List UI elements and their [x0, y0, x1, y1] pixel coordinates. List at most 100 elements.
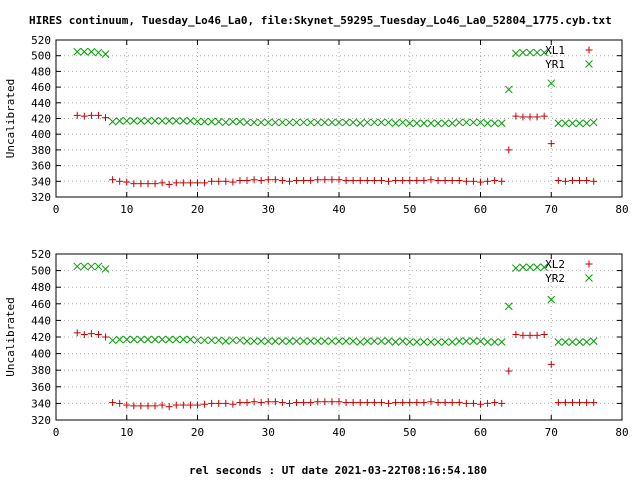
- legend-label: YR2: [545, 272, 565, 285]
- data-point-b: [80, 262, 89, 271]
- data-point: [377, 177, 385, 185]
- data-point: [313, 118, 322, 127]
- data-point: [208, 177, 216, 185]
- data-point: [540, 48, 549, 57]
- data-point: [370, 177, 378, 185]
- data-point-b: [108, 336, 117, 345]
- data-point: [137, 335, 145, 344]
- data-point-b: [151, 335, 159, 344]
- data-point: [94, 48, 103, 57]
- data-point: [250, 118, 258, 127]
- data-point: [122, 335, 131, 344]
- y-tick-label: 340: [31, 397, 51, 410]
- data-point: [462, 177, 470, 185]
- x-tick-label: 20: [191, 426, 204, 439]
- lower-panel: 0 10 20 30 40 50 60 70 80 320 340 360 380 400 420 440 46…: [4, 248, 629, 439]
- data-point: [307, 177, 315, 185]
- data-point-b: [264, 337, 273, 346]
- data-point: [101, 50, 110, 58]
- data-point: [158, 335, 166, 344]
- data-point: [441, 119, 449, 128]
- data-point-b: [94, 262, 103, 271]
- data-point-b: [540, 48, 549, 57]
- data-point: [554, 338, 563, 346]
- data-point-b: [144, 335, 152, 344]
- data-point: [575, 119, 584, 128]
- data-point: [384, 118, 393, 127]
- data-point: [540, 331, 548, 339]
- y-tick-label: 420: [31, 331, 51, 344]
- data-point: [122, 117, 131, 125]
- data-point: [264, 176, 272, 184]
- data-point: [582, 119, 591, 128]
- data-point: [300, 399, 308, 407]
- data-point: [476, 118, 485, 127]
- data-point: [356, 399, 364, 407]
- data-point: [377, 337, 386, 346]
- data-point: [165, 335, 174, 344]
- data-point: [349, 337, 358, 346]
- data-point-b: [165, 117, 174, 125]
- y-tick-label: 500: [31, 265, 51, 278]
- data-point: [370, 337, 379, 346]
- data-point: [271, 176, 279, 184]
- data-point: [505, 367, 513, 375]
- data-point: [497, 338, 506, 346]
- data-point: [441, 399, 449, 407]
- data-point-b: [377, 337, 386, 346]
- y-tick-label: 360: [31, 160, 51, 173]
- x-tick-label: 50: [403, 426, 416, 439]
- data-point: [257, 177, 265, 185]
- data-point: [186, 401, 194, 409]
- data-point: [243, 177, 251, 185]
- data-point-b: [547, 295, 556, 304]
- data-point-b: [221, 337, 230, 346]
- data-point: [576, 177, 584, 185]
- data-point-b: [356, 119, 365, 128]
- data-point: [264, 118, 273, 127]
- y-tick-label: 520: [31, 34, 51, 47]
- x-tick-label: 40: [332, 203, 345, 216]
- data-point: [320, 337, 329, 346]
- y-tick-label: 440: [31, 314, 51, 327]
- y-tick-label: 400: [31, 348, 51, 361]
- data-point-b: [512, 264, 520, 272]
- data-point: [80, 47, 89, 56]
- data-point: [80, 331, 88, 339]
- data-point: [405, 119, 414, 128]
- data-point: [484, 177, 492, 185]
- y-tick-label: 500: [31, 50, 51, 63]
- data-point: [158, 117, 166, 125]
- data-point: [300, 177, 308, 185]
- data-point-b: [278, 118, 287, 127]
- data-point: [229, 178, 237, 186]
- x-tick-label: 70: [545, 426, 558, 439]
- data-point-b: [391, 338, 400, 346]
- data-point-b: [186, 335, 195, 344]
- data-point: [186, 117, 195, 125]
- data-point-b: [420, 338, 428, 346]
- data-point: [526, 263, 534, 272]
- data-point: [483, 119, 492, 128]
- data-point: [356, 338, 365, 346]
- data-point-b: [405, 338, 414, 346]
- y-tick-label: 380: [31, 144, 51, 157]
- data-point: [434, 119, 442, 128]
- data-point: [398, 118, 407, 127]
- data-point: [477, 178, 484, 186]
- data-point-b: [243, 337, 251, 346]
- x-axis-label: rel seconds : UT date 2021-03-22T08:16:5…: [189, 464, 487, 477]
- data-point-b: [335, 118, 343, 127]
- data-point: [504, 85, 513, 94]
- data-point: [406, 177, 414, 185]
- data-point: [285, 399, 293, 407]
- data-point: [554, 119, 563, 128]
- data-point: [80, 262, 89, 271]
- data-point: [158, 401, 166, 409]
- data-point: [236, 177, 244, 185]
- data-point: [201, 179, 209, 187]
- data-point: [342, 118, 350, 127]
- data-point: [455, 118, 464, 127]
